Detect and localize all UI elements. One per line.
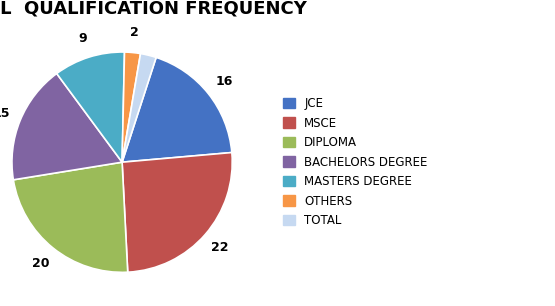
Text: 22: 22 <box>211 241 229 254</box>
Wedge shape <box>122 152 232 272</box>
Wedge shape <box>13 162 128 272</box>
Wedge shape <box>12 73 122 180</box>
Wedge shape <box>122 52 140 162</box>
Wedge shape <box>57 52 124 162</box>
Text: 2: 2 <box>130 26 139 39</box>
Text: 16: 16 <box>215 75 233 88</box>
Wedge shape <box>122 54 156 162</box>
Legend: JCE, MSCE, DIPLOMA, BACHELORS DEGREE, MASTERS DEGREE, OTHERS, TOTAL: JCE, MSCE, DIPLOMA, BACHELORS DEGREE, MA… <box>280 94 431 231</box>
Text: 20: 20 <box>32 257 49 270</box>
Text: 15: 15 <box>0 106 11 120</box>
Wedge shape <box>122 58 232 162</box>
Title: RESPONDENT'S HIGHEST EDUCA-
TIONAL  QUALIFICATION FREQUENCY: RESPONDENT'S HIGHEST EDUCA- TIONAL QUALI… <box>0 0 307 17</box>
Text: 9: 9 <box>78 32 87 45</box>
